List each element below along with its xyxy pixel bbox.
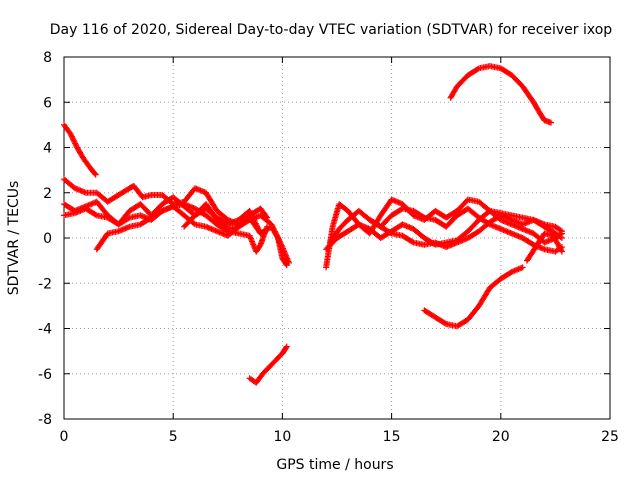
x-tick-label: 0 — [60, 429, 69, 445]
series-arc-13 — [524, 230, 565, 264]
data-point — [441, 320, 448, 327]
data-point — [557, 234, 564, 241]
y-tick-label: 4 — [43, 141, 52, 157]
data-point — [69, 134, 76, 141]
data-series — [61, 63, 565, 386]
x-tick-label: 15 — [383, 429, 401, 445]
series-arc-7 — [246, 343, 290, 386]
x-tick-label: 5 — [169, 429, 178, 445]
data-point — [283, 262, 290, 269]
series-arc-11 — [366, 212, 565, 251]
data-point — [190, 220, 197, 227]
series-arc-5 — [93, 201, 271, 255]
axis-ticks: 0 5 10 15 20 25 -8 -6 -4 -2 0 2 4 6 8 — [38, 50, 619, 445]
data-point — [72, 141, 79, 148]
data-point — [283, 344, 290, 351]
data-point — [70, 137, 77, 144]
chart-title: Day 116 of 2020, Sidereal Day-to-day VTE… — [50, 22, 613, 38]
data-point — [409, 238, 416, 245]
data-point — [283, 343, 290, 350]
data-point — [558, 235, 565, 241]
x-axis-title: GPS time / hours — [276, 457, 393, 473]
y-tick-label: -8 — [38, 412, 52, 428]
data-point — [73, 143, 80, 150]
y-tick-label: 8 — [43, 50, 52, 66]
data-point — [71, 139, 78, 146]
data-point — [558, 248, 565, 255]
series-arc-6 — [181, 205, 290, 269]
series-arc-14 — [447, 63, 555, 126]
x-tick-label: 25 — [601, 429, 619, 445]
series-arc-1 — [61, 121, 99, 178]
data-point — [420, 213, 427, 220]
data-point — [91, 170, 98, 177]
series-arc-12 — [421, 264, 526, 330]
data-point — [68, 133, 75, 140]
x-tick-label: 10 — [273, 429, 291, 445]
data-point — [474, 66, 481, 73]
data-point — [92, 211, 99, 218]
y-axis-title: SDTVAR / TECUs — [6, 181, 22, 296]
y-tick-label: -2 — [38, 276, 52, 292]
data-point — [387, 229, 394, 236]
data-point — [283, 261, 290, 268]
data-point — [70, 136, 77, 143]
y-tick-label: -4 — [38, 322, 52, 338]
data-point — [125, 215, 132, 222]
data-point — [558, 247, 565, 254]
data-point — [68, 132, 75, 139]
data-point — [223, 227, 230, 234]
data-point — [72, 140, 79, 147]
y-tick-label: 6 — [43, 95, 52, 111]
x-tick-label: 20 — [492, 429, 510, 445]
data-point — [519, 264, 526, 271]
series-arc-9 — [327, 205, 565, 255]
data-point — [274, 233, 281, 240]
data-point — [67, 130, 74, 137]
data-point — [92, 171, 99, 178]
y-tick-label: -6 — [38, 367, 52, 383]
data-point — [548, 119, 555, 126]
y-tick-label: 0 — [43, 231, 52, 247]
y-tick-label: 2 — [43, 186, 52, 202]
